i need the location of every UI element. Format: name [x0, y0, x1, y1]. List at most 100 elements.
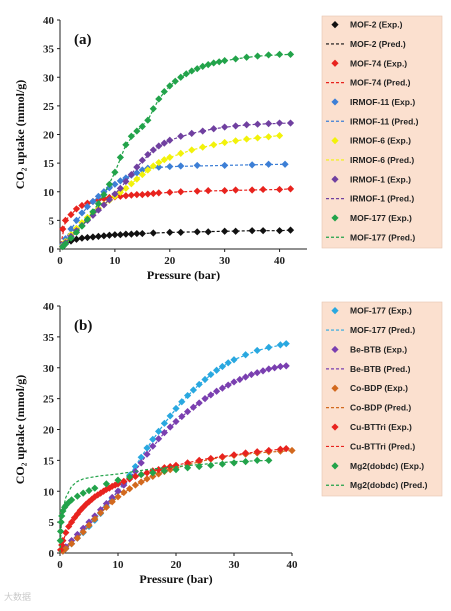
exp-point-mof-74	[248, 186, 256, 194]
legend-marker-mof-177	[331, 307, 339, 315]
exp-point-co-bdp	[114, 493, 122, 501]
exp-point-mof-177	[264, 51, 273, 59]
legend-label-pred: Cu-BTTri (Pred.)	[350, 441, 415, 451]
exp-point-mof-177	[83, 215, 92, 223]
y-tick-label: 40	[43, 301, 55, 313]
exp-point-irmof-11	[67, 225, 75, 233]
exp-point-co-bdp	[126, 485, 134, 493]
legend-box	[321, 301, 443, 497]
exp-point-irmof-11	[221, 161, 229, 170]
pred-line-be-btb	[59, 365, 287, 554]
exp-point-mof-177	[155, 95, 163, 103]
legend-label-exp: Be-BTB (Exp.)	[350, 344, 407, 354]
legend-label-pred: MOF-177 (Pred.)	[350, 232, 415, 242]
exp-point-mof-177	[189, 386, 197, 394]
exp-point-irmof-1	[210, 125, 218, 133]
series-mg2-dobdc	[56, 456, 273, 554]
exp-point-mof-177	[78, 222, 86, 230]
x-tick-label: 40	[274, 255, 286, 267]
exp-point-be-btb	[230, 378, 238, 386]
exp-point-irmof-1	[138, 156, 146, 164]
exp-point-mof-177	[221, 57, 229, 65]
exp-point-be-btb	[259, 367, 267, 375]
exp-point-mof-177	[172, 404, 180, 413]
exp-point-mof-74	[78, 201, 86, 210]
y-tick-label: 30	[43, 72, 55, 84]
exp-point-mof-177	[188, 67, 196, 75]
exp-point-mof-177	[218, 362, 226, 371]
exp-point-irmof-6	[221, 138, 229, 147]
exp-point-mg2-dobdc	[85, 487, 93, 495]
exp-point-mg2-dobdc	[149, 469, 157, 477]
exp-point-mof-177	[155, 427, 163, 435]
exp-point-be-btb	[253, 369, 261, 377]
exp-point-be-btb	[114, 487, 122, 495]
exp-point-mof-2	[83, 233, 92, 242]
exp-point-mg2-dobdc	[137, 470, 145, 479]
exp-point-irmof-1	[160, 139, 168, 147]
panel-a: 0 5 10 15 20 25 30 35 40 0 10 20 30 40 Pressure (bar) C…	[13, 15, 443, 282]
y-tick-label: 20	[43, 130, 55, 142]
exp-point-cu-bttri	[111, 481, 119, 489]
exp-point-mof-2	[221, 227, 229, 235]
exp-point-mof-177	[72, 228, 81, 236]
exp-point-irmof-1	[232, 122, 240, 130]
exp-point-mof-74	[67, 211, 75, 219]
x-tick-label: 0	[57, 255, 63, 267]
exp-point-irmof-1	[264, 120, 273, 128]
exp-point-mof-74	[275, 185, 284, 194]
exp-point-mof-177	[254, 52, 262, 60]
exp-point-irmof-11	[116, 177, 124, 185]
exp-point-mof-177	[201, 375, 209, 384]
legend-label-pred: MOF-74 (Pred.)	[350, 78, 411, 88]
legend: MOF-177 (Exp.) MOF-177 (Pred.) Be-BTB (Exp…	[321, 301, 443, 497]
series-mof-2	[59, 226, 295, 251]
x-tick-label: 30	[229, 559, 241, 571]
exp-point-co-bdp	[155, 470, 163, 478]
exp-point-irmof-1	[149, 146, 157, 154]
exp-point-irmof-11	[72, 216, 81, 224]
exp-point-mof-177	[116, 153, 124, 161]
exp-point-be-btb	[137, 459, 145, 467]
legend-label-exp: MOF-2 (Exp.)	[350, 20, 403, 30]
exp-point-mof-2	[259, 227, 267, 235]
exp-point-co-bdp	[85, 521, 93, 529]
legend-marker-mof-177	[331, 214, 339, 222]
exp-point-be-btb	[108, 493, 116, 502]
x-tick-label: 20	[164, 255, 176, 267]
legend-marker-irmof-1	[331, 175, 339, 183]
legend-marker-irmof-11	[331, 98, 339, 106]
exp-point-cu-bttri	[253, 448, 261, 456]
exp-point-irmof-1	[254, 120, 262, 128]
exp-point-cu-bttri	[155, 466, 163, 474]
exp-point-mof-74	[144, 190, 152, 198]
exp-point-irmof-1	[116, 184, 124, 192]
exp-point-mg2-dobdc	[172, 466, 180, 474]
exp-point-mof-177	[133, 127, 141, 135]
exp-point-mg2-dobdc	[59, 507, 67, 515]
exp-point-mg2-dobdc	[56, 537, 64, 545]
exp-point-irmof-6	[149, 162, 157, 170]
exp-point-mof-177	[144, 116, 152, 124]
exp-point-irmof-11	[155, 163, 163, 171]
y-axis-label: CO₂ uptake (mmol/g)	[13, 80, 27, 190]
exp-point-irmof-6	[166, 153, 174, 161]
exp-point-mg2-dobdc	[126, 473, 134, 481]
legend-label-exp: MOF-177 (Exp.)	[350, 213, 412, 223]
exp-point-co-bdp	[97, 509, 105, 517]
exp-point-irmof-6	[177, 149, 185, 157]
exp-point-mof-74	[232, 186, 240, 194]
exp-point-mof-74	[193, 187, 201, 195]
exp-point-mof-2	[100, 232, 108, 240]
exp-point-be-btb	[149, 442, 157, 450]
exp-point-mof-177	[105, 180, 113, 188]
exp-point-mof-74	[122, 192, 130, 200]
exp-point-mof-177	[122, 141, 130, 149]
legend-label-exp: Mg2(dobdc) (Exp.)	[350, 461, 424, 471]
legend-label-exp: MOF-74 (Exp.)	[350, 58, 407, 68]
exp-point-mof-2	[177, 228, 185, 236]
legend-label-exp: IRMOF-1 (Exp.)	[350, 174, 411, 184]
exp-point-mof-177	[276, 341, 284, 349]
exp-point-mof-177	[213, 366, 221, 374]
exp-point-be-btb	[189, 403, 197, 411]
